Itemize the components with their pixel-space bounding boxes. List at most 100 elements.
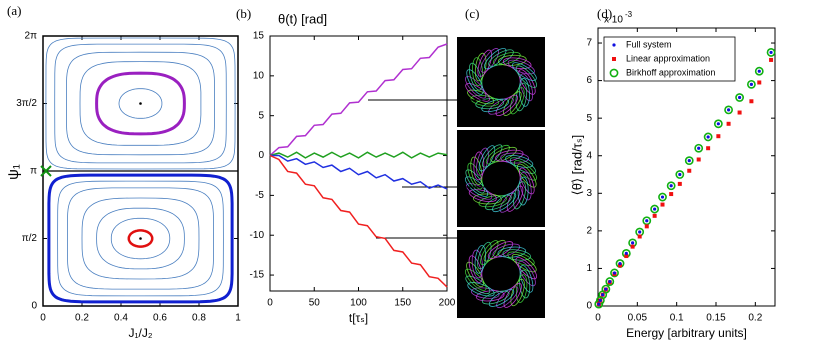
point [678,172,682,177]
y-tick-label: π/2 [22,233,38,244]
legend-marker [612,43,616,47]
point [687,159,691,163]
point [618,263,623,268]
simulation-image [457,37,545,127]
point [605,277,615,286]
series-line [270,154,448,190]
panel-label: (c) [465,6,479,21]
point [624,251,628,256]
point [694,143,704,153]
ring-segment [472,57,484,86]
y-tick-label: 5 [258,110,264,121]
y-tick-label: 6 [586,75,592,86]
ring-segment [512,62,537,81]
point [716,122,720,126]
contour [110,217,171,260]
ring-segment [468,62,483,91]
point [669,192,674,197]
ring-segment [517,163,537,188]
x-tick-label: 50 [309,298,321,309]
y-axis-label: ψ₁ [5,164,22,180]
ring-segment [468,255,483,283]
y-scale-exponent: -3 [625,10,633,19]
point [598,298,602,302]
plot-frame [269,35,448,292]
ring-segment [474,52,487,82]
ring-segment [473,151,485,181]
ring-segment [507,59,535,75]
point [618,261,622,266]
ring-segment [517,176,529,206]
x-tick-label: 0.1 [670,313,684,324]
y-tick-label: 7 [586,38,592,49]
ring-segment [518,69,536,95]
point [769,57,774,62]
x-tick-label: 0.2 [75,313,89,324]
ring-segment [471,249,483,279]
point [754,66,764,76]
ring-segment [509,87,525,115]
point [703,132,713,142]
ring-segment [468,189,497,203]
point [713,119,723,129]
x-tick-label: 0.8 [192,313,206,324]
point [608,279,612,284]
contour [118,88,163,119]
panel-label: (a) [7,3,21,18]
point [724,105,733,115]
x-tick-label: 200 [439,298,456,309]
point [726,108,731,112]
ring-segment [515,257,537,280]
point [645,219,649,223]
x-tick-label: 0 [595,313,601,324]
simulation-image [457,130,545,227]
point [677,181,682,186]
y-scale-label: x 10 [604,15,623,26]
point [706,146,711,151]
point [666,181,676,191]
ring-segment [519,167,535,195]
contour [45,37,236,170]
simulation-image [457,230,545,318]
y-tick-label: 0 [258,150,264,161]
point [612,271,617,275]
x-tick-label: 150 [394,298,411,309]
x-tick-label: 0 [40,313,46,324]
y-tick-label: 2 [586,226,592,237]
ring-segment [518,260,536,287]
contour [65,51,216,156]
ring-segment [519,269,531,299]
legend-label: Linear approximation [626,53,710,63]
y-tick-label: -15 [250,270,265,281]
point [652,213,657,218]
y-axis-label: ⟨θ̇⟩ [rad/τₛ] [569,135,584,196]
legend-marker [612,57,616,61]
ring-segment [467,89,495,105]
y-tick-label: 5 [586,113,592,124]
ring-segment [519,265,534,293]
ring-segment [515,82,528,112]
legend-box [603,36,736,82]
ring-segment [465,169,485,194]
ring-segment [519,172,532,201]
ring-segment [477,49,493,77]
series-line [269,154,448,288]
y-tick-label: 10 [253,70,265,81]
ring-segment [474,245,487,274]
point [716,134,721,139]
y-tick-label: 15 [253,31,265,42]
ring-segment [470,156,483,185]
point [738,95,742,100]
point [687,168,692,173]
ring-segment [467,282,495,297]
point [749,99,754,104]
ring-segment [464,176,489,197]
plot-frame [597,27,776,307]
point [749,82,754,86]
contour [81,197,200,280]
y-tick-label: 3 [586,188,592,199]
point [610,268,619,278]
ring-segment [519,73,534,102]
contour [47,173,234,304]
